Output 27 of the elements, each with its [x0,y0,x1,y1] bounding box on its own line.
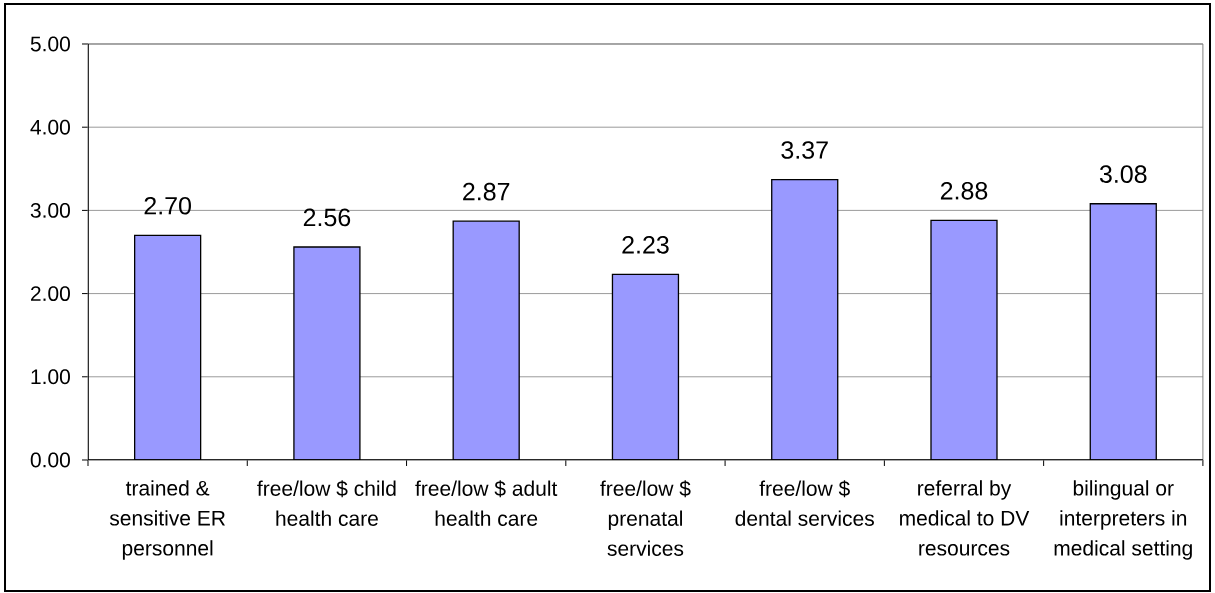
x-tick-label: free/low $ prenatal services [600,480,691,556]
bar [134,235,201,460]
bar [453,221,520,460]
bar [931,220,997,460]
y-tick-label: 2.00 [30,286,70,302]
data-label: 2.23 [622,236,669,254]
data-label: 3.37 [781,141,828,159]
y-tick-label: 0.00 [30,452,70,468]
y-tick-label: 4.00 [30,119,70,135]
bar [1089,203,1157,460]
x-tick-label: free/low $ child health care [257,480,396,526]
x-tick-label: trained & sensitive ER personnel [109,480,225,560]
y-tick-label: 3.00 [30,202,70,218]
data-label: 2.70 [144,196,191,215]
bar [293,247,360,460]
bar [771,179,838,460]
bar [612,274,679,460]
x-tick-label: bilingual or interpreters in medical setting [1054,480,1192,560]
y-tick-label: 5.00 [30,36,70,52]
data-label: 2.88 [940,181,988,200]
data-label: 3.08 [1099,165,1147,183]
x-tick-label: referral by medical to DV resources [900,480,1030,556]
x-tick-label: free/low $ adult health care [415,480,558,526]
data-label: 2.87 [463,182,510,201]
data-label: 2.56 [303,208,351,227]
x-tick-label: free/low $ dental services [735,480,874,526]
y-tick-label: 1.00 [31,369,70,385]
